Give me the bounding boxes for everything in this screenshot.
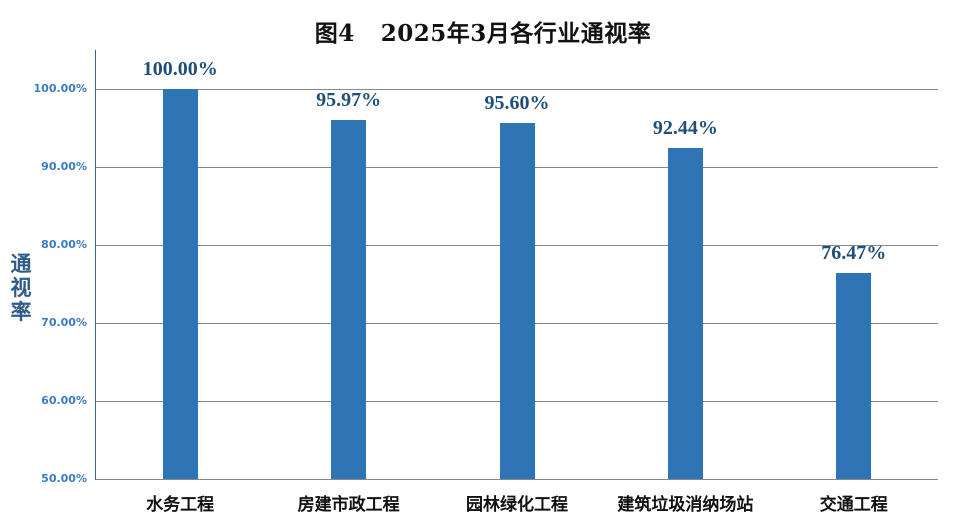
data-label: 95.97% <box>316 89 382 112</box>
y-axis-label-char: 视 <box>10 276 32 300</box>
y-tick-label: 60.00% <box>41 394 87 407</box>
bar <box>667 147 703 479</box>
data-label: 100.00% <box>142 58 218 80</box>
y-tick-label: 50.00% <box>41 472 87 485</box>
x-tick-label: 建筑垃圾消纳场站 <box>617 495 754 515</box>
data-label: 92.44% <box>652 116 718 139</box>
y-tick-label: 100.00% <box>33 82 87 95</box>
bar <box>499 123 535 479</box>
y-tick-label: 70.00% <box>41 316 87 329</box>
y-axis-label-char: 通 <box>10 252 32 276</box>
figure-number: 图4 <box>314 20 355 47</box>
bar <box>331 120 367 479</box>
x-tick-label: 交通工程 <box>819 495 888 515</box>
chart-title: 图4 2025年3月各行业通视率 <box>0 14 966 48</box>
y-tick-label: 90.00% <box>41 160 87 173</box>
title-text: 2025年3月各行业通视率 <box>380 20 652 47</box>
bar <box>162 89 198 479</box>
x-axis-line <box>96 479 938 480</box>
data-label: 76.47% <box>821 241 887 264</box>
y-axis-label: 通 视 率 <box>8 252 34 324</box>
x-tick-label: 房建市政工程 <box>297 495 400 515</box>
bar <box>836 272 872 479</box>
x-tick-label: 水务工程 <box>146 495 215 515</box>
y-axis-line <box>95 50 96 480</box>
y-tick-label: 80.00% <box>41 238 87 251</box>
y-axis-label-char: 率 <box>10 300 32 324</box>
data-label: 95.60% <box>484 92 550 115</box>
gridline <box>96 89 938 90</box>
x-tick-label: 园林绿化工程 <box>466 495 568 515</box>
